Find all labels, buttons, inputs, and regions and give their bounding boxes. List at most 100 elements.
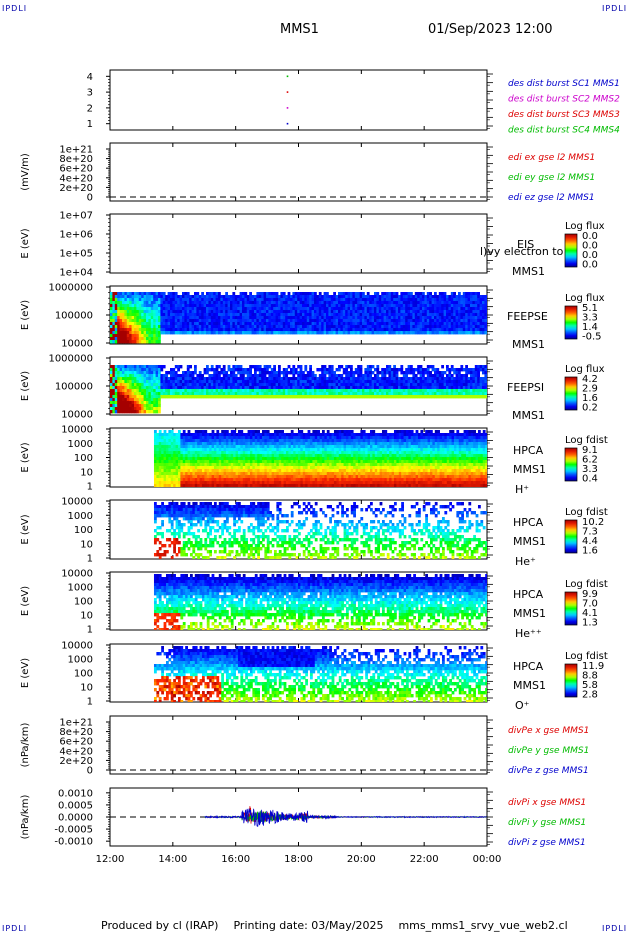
heatmap-cell (233, 442, 236, 446)
heatmap-cell (285, 395, 288, 399)
heatmap-cell (225, 451, 229, 455)
heatmap-cell (383, 304, 387, 308)
heatmap-cell (150, 328, 154, 332)
heatmap-cell (306, 392, 310, 396)
heatmap-cell (136, 340, 140, 344)
heatmap-cell (381, 301, 384, 305)
heatmap-cell (160, 374, 164, 378)
heatmap-cell (256, 368, 260, 372)
heatmap-cell (172, 395, 176, 399)
heatmap-cell (184, 328, 188, 332)
heatmap-cell (199, 469, 203, 473)
heatmap-cell (177, 301, 180, 305)
heatmap-cell (251, 310, 255, 314)
heatmap-cell (129, 313, 132, 317)
heatmap-cell (362, 298, 365, 302)
heatmap-cell (330, 328, 334, 332)
heatmap-cell (273, 368, 276, 372)
heatmap-cell (167, 319, 171, 323)
heatmap-cell (182, 313, 185, 317)
heatmap-cell (240, 472, 244, 476)
heatmap-cell (240, 430, 244, 434)
heatmap-cell (467, 316, 471, 320)
heatmap-cell (458, 389, 461, 393)
heatmap-cell (235, 439, 239, 443)
heatmap-cell (484, 368, 487, 372)
heatmap-cell (381, 377, 384, 381)
heatmap-cell (316, 298, 320, 302)
heatmap-cell (477, 304, 480, 308)
heatmap-cell (414, 316, 418, 320)
heatmap-cell (266, 389, 269, 393)
heatmap-cell (218, 472, 222, 476)
heatmap-cell (165, 445, 169, 449)
heatmap-cell (233, 454, 236, 458)
heatmap-cell (330, 316, 334, 320)
heatmap-cell (374, 301, 377, 305)
heatmap-cell (318, 319, 322, 323)
heatmap-cell (117, 304, 120, 308)
heatmap-cell (326, 307, 329, 311)
heatmap-cell (465, 322, 468, 326)
heatmap-cell (383, 322, 387, 326)
heatmap-cell (175, 454, 179, 458)
heatmap-cell (201, 325, 204, 329)
heatmap-cell (136, 365, 140, 369)
heatmap-cell (191, 383, 195, 387)
heatmap-cell (160, 310, 164, 314)
heatmap-cell (362, 395, 365, 399)
instrument-overlay-text: l)vy electron to (480, 245, 564, 258)
heatmap-cell (177, 374, 180, 378)
heatmap-cell (134, 410, 137, 414)
heatmap-cell (321, 328, 324, 332)
heatmap-cell (374, 392, 377, 396)
heatmap-cell (290, 377, 293, 381)
heatmap-cell (150, 292, 154, 296)
heatmap-cell (134, 377, 137, 381)
heatmap-cell (182, 460, 186, 464)
heatmap-cell (350, 301, 353, 305)
heatmap-cell (150, 322, 154, 326)
heatmap-cell (206, 478, 210, 482)
heatmap-cell (311, 377, 315, 381)
heatmap-cell (119, 404, 123, 408)
heatmap-cell (189, 380, 192, 384)
heatmap-cell (126, 401, 130, 405)
heatmap-cell (244, 377, 248, 381)
heatmap-cell (470, 319, 473, 323)
heatmap-cell (242, 433, 246, 437)
heatmap-cell (136, 398, 140, 402)
heatmap-cell (448, 310, 452, 314)
heatmap-cell (218, 389, 221, 393)
heatmap-cell (146, 292, 149, 296)
burst-point (286, 91, 289, 93)
heatmap-cell (258, 392, 262, 396)
heatmap-cell (261, 383, 264, 387)
heatmap-cell (371, 319, 375, 323)
heatmap-cell (470, 383, 473, 387)
heatmap-cell (258, 301, 262, 305)
heatmap-cell (446, 380, 449, 384)
legend-entry: edi ey gse l2 MMS1 (508, 173, 595, 183)
heatmap-cell (342, 292, 346, 296)
heatmap-cell (215, 295, 219, 299)
heatmap-cell (141, 322, 144, 326)
heatmap-cell (311, 325, 315, 329)
heatmap-cell (376, 380, 380, 384)
heatmap-cell (177, 463, 181, 467)
heatmap-cell (247, 481, 251, 485)
heatmap-cell (484, 392, 487, 396)
heatmap-cell (198, 307, 202, 311)
heatmap-cell (220, 377, 224, 381)
heatmap-cell (448, 301, 452, 305)
heatmap-cell (167, 371, 171, 375)
heatmap-cell (117, 410, 120, 414)
heatmap-cell (197, 472, 200, 476)
heatmap-cell (290, 386, 293, 390)
heatmap-cell (299, 319, 303, 323)
heatmap-cell (206, 484, 210, 487)
heatmap-cell (138, 365, 142, 369)
heatmap-cell (484, 383, 487, 387)
